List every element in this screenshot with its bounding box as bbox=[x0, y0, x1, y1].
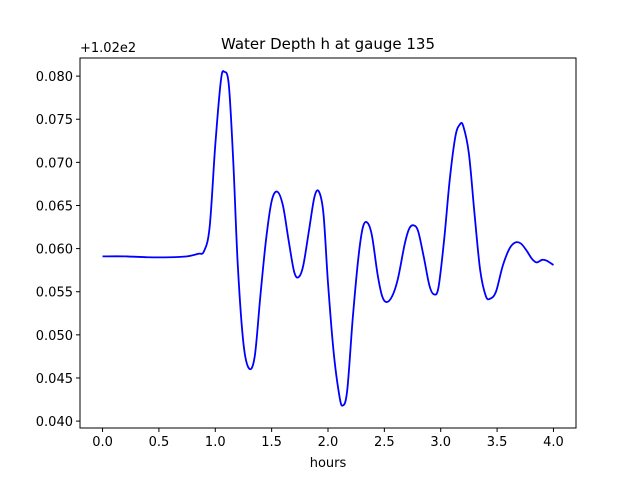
data-line bbox=[102, 70, 554, 407]
x-tick-label: 2.5 bbox=[374, 435, 395, 450]
x-axis-label: hours bbox=[310, 456, 347, 471]
axes-frame bbox=[79, 57, 577, 429]
y-axis-offset-label: +1.02e2 bbox=[80, 41, 136, 56]
y-axis-ticks: 0.040 0.045 0.050 0.055 0.060 0.065 0.070 0.075… bbox=[36, 70, 80, 430]
y-tick-label: 0.050 bbox=[36, 329, 73, 344]
x-tick-label: 2.0 bbox=[318, 435, 339, 450]
x-tick-label: 3.0 bbox=[430, 435, 451, 450]
x-tick-label: 0.5 bbox=[149, 435, 170, 450]
y-tick-label: 0.070 bbox=[36, 156, 73, 171]
y-tick-label: 0.080 bbox=[36, 70, 73, 85]
y-tick-label: 0.045 bbox=[36, 372, 73, 387]
y-tick-label: 0.075 bbox=[36, 113, 73, 128]
series-line bbox=[102, 70, 554, 407]
x-tick-label: 3.5 bbox=[487, 435, 508, 450]
x-tick-label: 4.0 bbox=[543, 435, 564, 450]
x-tick-label: 0.0 bbox=[92, 435, 113, 450]
x-axis-ticks: 0.0 0.5 1.0 1.5 2.0 2.5 3.0 3.5 4.0 bbox=[92, 428, 564, 450]
y-tick-label: 0.040 bbox=[36, 415, 73, 430]
y-tick-label: 0.060 bbox=[36, 243, 73, 258]
y-tick-label: 0.065 bbox=[36, 199, 73, 214]
x-tick-label: 1.0 bbox=[205, 435, 226, 450]
y-tick-label: 0.055 bbox=[36, 286, 73, 301]
chart-title: Water Depth h at gauge 135 bbox=[221, 35, 435, 53]
x-tick-label: 1.5 bbox=[261, 435, 282, 450]
